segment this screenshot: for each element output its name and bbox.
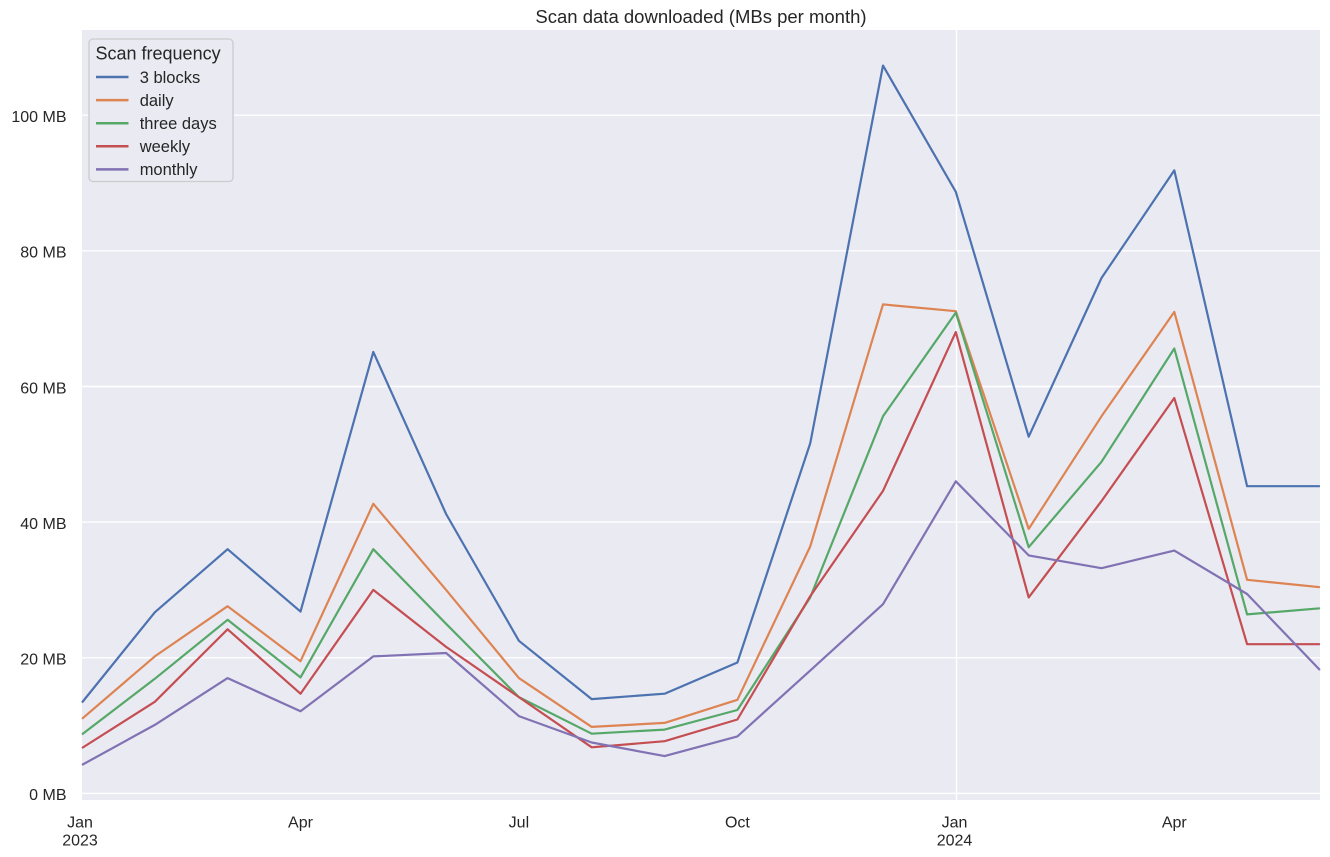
svg-text:20 MB: 20 MB xyxy=(20,652,66,669)
svg-text:monthly: monthly xyxy=(140,161,199,179)
svg-text:3 blocks: 3 blocks xyxy=(140,69,201,87)
svg-text:Oct: Oct xyxy=(725,815,750,832)
svg-text:Scan frequency: Scan frequency xyxy=(96,44,221,64)
svg-text:0 MB: 0 MB xyxy=(29,787,66,804)
svg-text:weekly: weekly xyxy=(139,138,191,156)
svg-text:Jul: Jul xyxy=(509,815,529,832)
svg-text:2023: 2023 xyxy=(62,832,98,849)
svg-text:60 MB: 60 MB xyxy=(20,380,66,397)
svg-text:80 MB: 80 MB xyxy=(20,245,66,262)
svg-text:Apr: Apr xyxy=(1162,815,1188,832)
svg-text:daily: daily xyxy=(140,92,175,110)
svg-text:100 MB: 100 MB xyxy=(11,109,66,126)
svg-text:Jan: Jan xyxy=(942,815,968,832)
svg-text:three days: three days xyxy=(140,115,217,133)
svg-text:2024: 2024 xyxy=(937,832,973,849)
svg-text:Jan: Jan xyxy=(67,815,93,832)
svg-text:Scan data downloaded (MBs per: Scan data downloaded (MBs per month) xyxy=(535,6,866,27)
svg-text:40 MB: 40 MB xyxy=(20,516,66,533)
svg-text:Apr: Apr xyxy=(288,815,314,832)
